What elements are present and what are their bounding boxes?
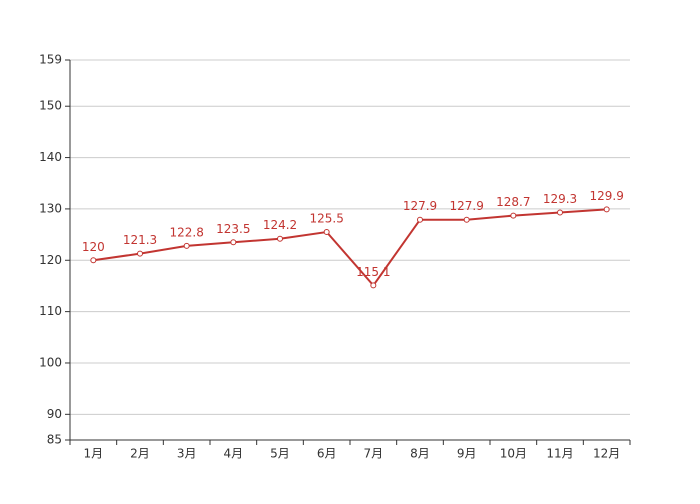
x-tick-label: 10月 (500, 447, 527, 461)
point (323, 229, 330, 236)
point (603, 206, 610, 213)
data-label: 124.2 (263, 218, 297, 232)
data-label: 129.3 (543, 192, 577, 206)
data-label: 125.5 (309, 212, 343, 226)
x-tick-label: 1月 (84, 447, 104, 461)
data-label: 120 (82, 240, 105, 254)
line (93, 208, 607, 288)
point (557, 209, 563, 216)
x-tick-label: 12月 (593, 447, 620, 461)
point (417, 216, 423, 223)
x-tick-label: 5月 (270, 447, 290, 461)
x-tick-label: 3月 (177, 447, 197, 461)
data-label: 123.5 (216, 222, 250, 236)
point (183, 242, 190, 249)
y-tick-label: 140 (39, 150, 62, 164)
data-label: 122.8 (169, 225, 203, 239)
y-tick-label: 130 (39, 201, 62, 215)
data-label: 128.7 (496, 195, 530, 209)
x-tick-label: 9月 (457, 447, 477, 461)
x-tick-label: 11月 (546, 447, 573, 461)
x-tick-label: 7月 (364, 447, 384, 461)
point (370, 282, 377, 289)
y-tick-label: 85 (47, 433, 62, 447)
point (137, 250, 143, 257)
data-label: 129.9 (589, 189, 623, 203)
data-label: 121.3 (123, 233, 157, 247)
y-tick-label: 90 (47, 407, 62, 421)
x-tick-label: 4月 (224, 447, 244, 461)
data-label: 115.1 (356, 265, 390, 279)
point (510, 212, 517, 219)
data-label: 127.9 (449, 199, 483, 213)
data-label: 127.9 (403, 199, 437, 213)
x-tick-label: 6月 (317, 447, 337, 461)
x-tick-label: 2月 (130, 447, 150, 461)
x-tick-label: 8月 (410, 447, 430, 461)
point (277, 235, 283, 242)
y-tick-label: 120 (39, 253, 62, 267)
y-tick-label: 150 (39, 99, 62, 113)
point (90, 257, 97, 264)
point (463, 216, 470, 223)
y-tick-label: 100 (39, 355, 62, 369)
y-tick-label: 110 (39, 304, 62, 318)
point (230, 239, 237, 246)
y-tick-label: 159 (39, 53, 62, 67)
